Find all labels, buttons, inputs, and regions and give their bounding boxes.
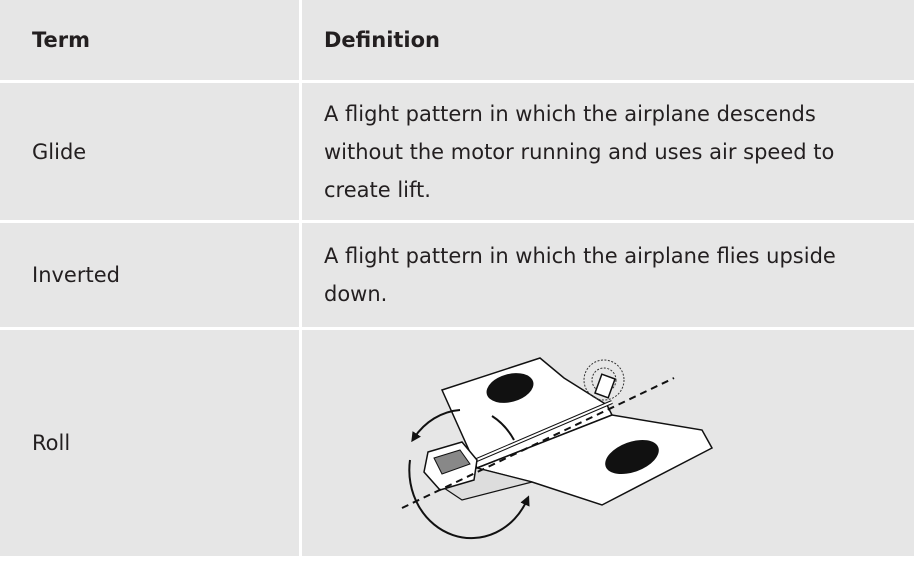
term-cell: Inverted xyxy=(0,223,299,327)
header-cell: Term xyxy=(0,0,299,80)
header-term: Term xyxy=(32,28,91,52)
term-cell: Roll xyxy=(0,330,299,556)
definition: A flight pattern in which the airplane d… xyxy=(324,101,835,202)
roll-illustration xyxy=(401,357,714,540)
definition-cell xyxy=(302,330,914,556)
term: Inverted xyxy=(32,263,120,287)
header-definition: Definition xyxy=(324,28,441,52)
definition-cell: A flight pattern in which the airplane d… xyxy=(302,83,914,220)
definition: A flight pattern in which the airplane f… xyxy=(324,244,836,306)
term-cell: Glide xyxy=(0,83,299,220)
header-cell: Definition xyxy=(302,0,914,80)
term: Roll xyxy=(32,431,71,455)
term: Glide xyxy=(32,139,87,164)
definition-cell: A flight pattern in which the airplane f… xyxy=(302,223,914,327)
